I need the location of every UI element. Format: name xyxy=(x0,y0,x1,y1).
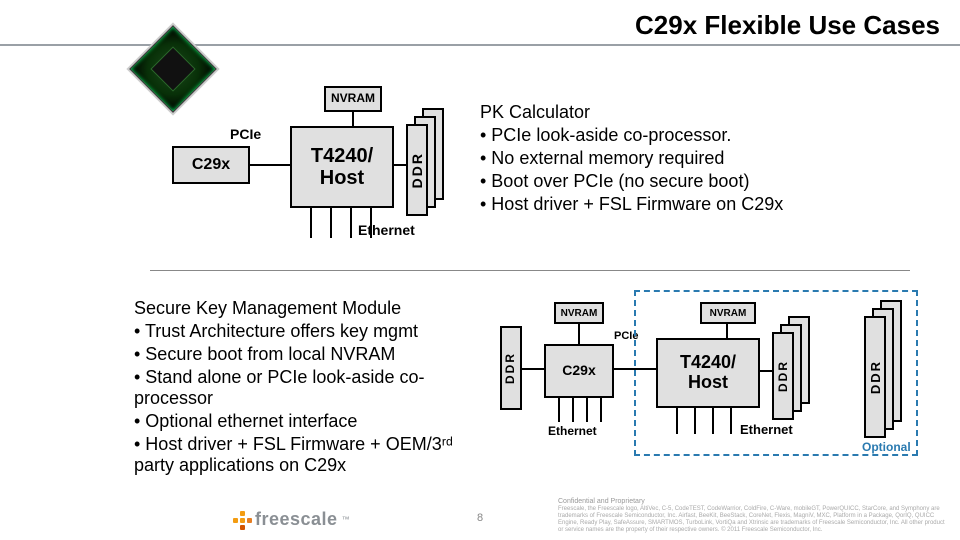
section-secure-key-mgmt: Secure Key Management Module • Trust Arc… xyxy=(134,298,494,478)
d1-host: T4240/ Host xyxy=(290,126,394,208)
section-pk-calculator: PK Calculator • PCIe look-aside co-proce… xyxy=(480,102,910,217)
section2-item: • Stand alone or PCIe look-aside co-proc… xyxy=(134,367,494,409)
d2-host-eth-stub xyxy=(730,408,732,434)
d1-ddr-label: DDR xyxy=(409,152,425,188)
d2-host-eth-stub xyxy=(712,408,714,434)
d2-host: T4240/ Host xyxy=(656,338,760,408)
section2-item: • Host driver + FSL Firmware + OEM/3ʳᵈ p… xyxy=(134,434,494,476)
d2-host-eth-stub xyxy=(676,408,678,434)
footer-brand: freescale ™ xyxy=(233,509,350,530)
section1-heading: PK Calculator xyxy=(480,102,910,123)
section1-item: • Host driver + FSL Firmware on C29x xyxy=(480,194,910,215)
d2-optional-label: Optional xyxy=(862,440,911,454)
legal-heading: Confidential and Proprietary xyxy=(558,498,948,506)
d2-nvram-right: NVRAM xyxy=(700,302,756,324)
footer-tm: ™ xyxy=(342,515,350,524)
section2-item: • Trust Architecture offers key mgmt xyxy=(134,321,494,342)
d1-c29x: C29x xyxy=(172,146,250,184)
section2-item: • Secure boot from local NVRAM xyxy=(134,344,494,365)
brand-mark-icon xyxy=(233,511,251,529)
d2-ddr-left: DDR xyxy=(500,326,522,410)
d2-c29x: C29x xyxy=(544,344,614,398)
section-divider xyxy=(150,270,910,271)
d1-pcie-label: PCIe xyxy=(230,126,261,142)
d1-nvram: NVRAM xyxy=(324,86,382,112)
d1-eth-stub xyxy=(330,208,332,238)
d2-nvram-left-link xyxy=(578,324,580,344)
d2-c29x-eth-stub xyxy=(572,398,574,422)
slide-title: C29x Flexible Use Cases xyxy=(635,10,940,41)
section1-item: • PCIe look-aside co-processor. xyxy=(480,125,910,146)
footer-brand-text: freescale xyxy=(255,509,338,530)
d2-c29x-ethernet-label: Ethernet xyxy=(548,424,597,438)
d1-eth-stub xyxy=(350,208,352,238)
d1-c29x-host-link xyxy=(250,164,290,166)
page-number: 8 xyxy=(477,512,483,524)
slide: C29x Flexible Use Cases NVRAM C29x PCIe … xyxy=(0,0,960,540)
d2-c29x-eth-stub xyxy=(586,398,588,422)
legal-text: Confidential and Proprietary Freescale, … xyxy=(558,498,948,534)
d2-host-ethernet-label: Ethernet xyxy=(740,422,793,437)
d2-ddr-c29x-link xyxy=(522,368,544,370)
title-rule xyxy=(0,44,960,46)
section2-heading: Secure Key Management Module xyxy=(134,298,494,319)
d1-eth-stub xyxy=(310,208,312,238)
legal-body: Freescale, the Freescale logo, AltiVec, … xyxy=(558,506,948,534)
section1-item: • Boot over PCIe (no secure boot) xyxy=(480,171,910,192)
d2-ddr-extra3: DDR xyxy=(864,316,886,438)
d2-host-eth-stub xyxy=(694,408,696,434)
d2-c29x-eth-stub xyxy=(558,398,560,422)
d1-nvram-link xyxy=(352,112,354,126)
d2-c29x-eth-stub xyxy=(600,398,602,422)
d2-nvram-left: NVRAM xyxy=(554,302,604,324)
d1-ethernet-label: Ethernet xyxy=(358,222,415,238)
section2-item: • Optional ethernet interface xyxy=(134,411,494,432)
section1-item: • No external memory required xyxy=(480,148,910,169)
d2-nvram-right-link xyxy=(726,324,728,338)
